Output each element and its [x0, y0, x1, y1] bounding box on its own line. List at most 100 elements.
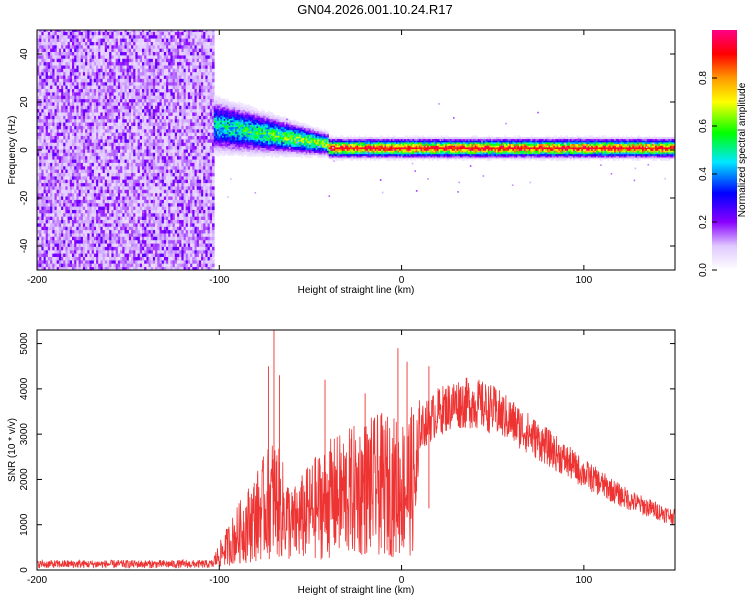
spectrogram-cell — [148, 253, 152, 257]
spectrogram-cell — [74, 209, 77, 214]
spectrogram-cell — [50, 139, 53, 143]
spectrogram-cell — [69, 162, 73, 167]
spectrogram-cell — [183, 132, 187, 136]
spectrogram-cell — [69, 91, 73, 96]
spectrogram-cell — [131, 209, 134, 214]
spectrogram-cell — [39, 219, 42, 224]
spectrogram-cell — [161, 209, 165, 214]
spectrogram-cell — [45, 118, 49, 123]
spectrogram-cell — [126, 118, 130, 123]
spectrogram-cell — [87, 206, 90, 210]
spectrogram-cell — [74, 41, 77, 46]
spectrogram-cell — [122, 81, 125, 86]
spectrogram-cell — [174, 65, 178, 69]
spectrogram-cell — [91, 108, 95, 113]
spectrogram-cell — [52, 55, 55, 59]
spectrogram-cell — [91, 142, 95, 147]
spectrogram-cell — [63, 51, 66, 56]
spectrogram-cell — [120, 266, 123, 270]
spectrogram-cell — [63, 243, 66, 247]
spectrogram-cell — [115, 105, 119, 110]
spectrogram-cell — [43, 243, 47, 247]
spectrogram-cell — [80, 152, 84, 157]
spectrogram-cell — [74, 139, 77, 143]
spectrogram-cell — [183, 34, 187, 39]
spectrogram-cell — [157, 152, 160, 157]
spectrogram-cell — [152, 243, 156, 247]
spectrogram-cell — [61, 91, 64, 96]
spectrogram-cell — [43, 115, 47, 120]
spectrogram-cell — [100, 135, 103, 140]
spectrogram-cell — [82, 175, 86, 180]
spectrogram-cell — [89, 212, 93, 217]
spectrogram-cell — [43, 162, 47, 167]
spectrogram-cell — [98, 192, 101, 197]
spectrogram-cell — [89, 152, 93, 157]
spectrogram-cell — [45, 219, 49, 224]
spectrogram-cell — [115, 128, 119, 133]
spectrogram-cell — [72, 139, 75, 143]
spectrogram-cell — [96, 189, 99, 194]
spectrogram-cell — [109, 175, 112, 180]
spectrogram-cell — [172, 128, 176, 133]
spectrogram-cell — [185, 135, 189, 140]
spectrogram-cell — [89, 125, 93, 130]
spectrogram-cell — [122, 256, 125, 261]
spectrogram-cell — [111, 61, 114, 66]
spectrogram-cell — [41, 68, 44, 73]
spectrogram-cell — [144, 192, 147, 197]
spectrogram-cell — [85, 226, 88, 231]
spectrogram-cell — [139, 155, 143, 160]
spectrogram-cell — [137, 135, 141, 140]
spectrogram-cell — [61, 233, 64, 237]
spectrogram-cell — [37, 125, 40, 130]
spectrogram-cell — [181, 102, 184, 106]
spectrogram-cell — [179, 128, 182, 133]
spectrogram-cell — [163, 48, 167, 52]
spectrogram-cell — [61, 175, 64, 180]
spectrogram-cell — [87, 34, 90, 39]
spectrogram-cell — [69, 192, 73, 197]
spectrogram-cell — [179, 239, 182, 244]
spectrogram-cell — [163, 88, 167, 93]
spectrogram-cell — [124, 206, 128, 210]
spectrogram-cell — [146, 199, 149, 204]
spectrogram-cell — [128, 196, 132, 200]
spectrogram-cell — [144, 61, 147, 66]
spectrogram-cell — [96, 78, 99, 83]
spectrogram-cell — [179, 179, 182, 184]
spectrogram-cell — [142, 239, 145, 244]
spectrogram-cell — [185, 51, 189, 56]
spectrogram-cell — [37, 31, 40, 36]
spectrogram-cell — [157, 249, 160, 254]
spectrogram-cell — [163, 196, 167, 200]
spectrogram-cell — [166, 31, 169, 36]
spectrogram-cell — [76, 219, 79, 224]
spectrogram-cell — [120, 216, 123, 220]
spectrogram-cell — [139, 58, 143, 63]
spectrogram-cell — [61, 253, 64, 257]
spectrogram-cell — [96, 128, 99, 133]
spectrogram-cell — [100, 239, 103, 244]
spectrogram-cell — [80, 196, 84, 200]
spectrogram-cell — [102, 246, 106, 251]
spectrogram-cell — [47, 196, 51, 200]
spectrogram-cell — [52, 239, 55, 244]
spectrogram-cell — [152, 165, 156, 170]
spectrogram-cell — [170, 223, 173, 227]
spectrogram-cell — [161, 243, 165, 247]
spectrogram-cell — [85, 239, 88, 244]
spectrogram-cell — [82, 30, 86, 32]
spectrogram-cell — [78, 223, 82, 227]
spectrogram-cell — [76, 30, 79, 32]
spectrogram-cell — [166, 196, 169, 200]
spectrogram-cell — [120, 209, 123, 214]
spectrogram-cell — [163, 263, 167, 268]
spectrogram-cell — [50, 152, 53, 157]
spectrogram-cell — [47, 68, 51, 73]
spectrogram-cell — [56, 216, 60, 220]
spectrogram-cell — [41, 88, 44, 93]
spectrogram-cell — [61, 41, 64, 46]
spectrogram-cell — [102, 226, 106, 231]
spectrogram-cell — [185, 48, 189, 52]
